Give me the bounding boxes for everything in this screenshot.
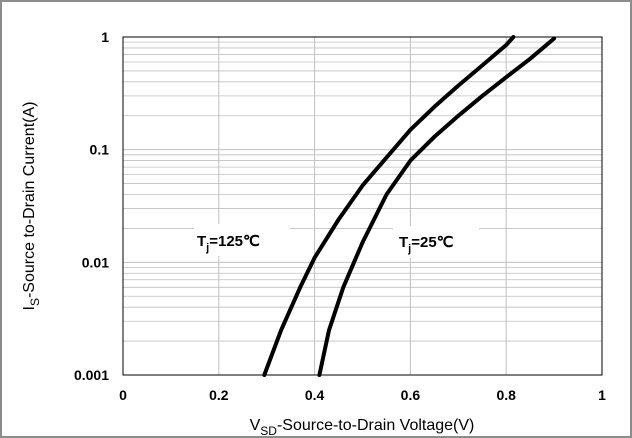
label-bg-125: [194, 224, 290, 256]
y-tick-label: 0.001: [74, 367, 109, 383]
series-label-125-rest: =125℃: [209, 233, 260, 250]
series-label-25-rest: =25℃: [411, 234, 453, 251]
tick-labels: 0 0.2 0.4 0.6 0.8 1 0.001 0.01 0.1 1: [74, 29, 606, 403]
x-axis-title-rest: -Source-to-Drain Voltage(V): [277, 417, 474, 434]
x-tick-label: 0: [119, 387, 127, 403]
series-label-25-main: T: [399, 234, 408, 251]
x-tick-label: 0.2: [209, 387, 229, 403]
series-label-125-main: T: [197, 233, 206, 250]
label-bg-25: [393, 226, 479, 258]
series-line-1: [317, 36, 557, 377]
y-axis-title-main: I: [21, 306, 38, 310]
x-tick-label: 0.8: [496, 387, 516, 403]
series-label-125: Tj=125℃: [197, 233, 260, 254]
series-label-25-sub: j: [407, 243, 411, 255]
x-axis-title-main: V: [250, 417, 261, 434]
y-tick-label: 0.01: [82, 254, 109, 270]
y-axis-title-rest: -Source to-Drain Current(A): [21, 102, 38, 299]
x-tick-label: 1: [598, 387, 606, 403]
y-tick-label: 0.1: [90, 142, 110, 158]
y-axis-title: IS-Source to-Drain Current(A): [21, 102, 42, 311]
x-axis-title: VSD-Source-to-Drain Voltage(V): [250, 417, 475, 438]
curves: [262, 35, 557, 377]
series-line-0: [262, 35, 516, 377]
x-axis-title-sub: SD: [260, 424, 277, 438]
x-tick-label: 0.6: [401, 387, 421, 403]
plot-area: [122, 36, 603, 376]
x-tick-label: 0.4: [305, 387, 325, 403]
series-label-25: Tj=25℃: [399, 234, 454, 255]
y-tick-label: 1: [101, 29, 109, 45]
y-axis-title-sub: S: [28, 298, 42, 306]
series-label-125-sub: j: [205, 242, 209, 254]
